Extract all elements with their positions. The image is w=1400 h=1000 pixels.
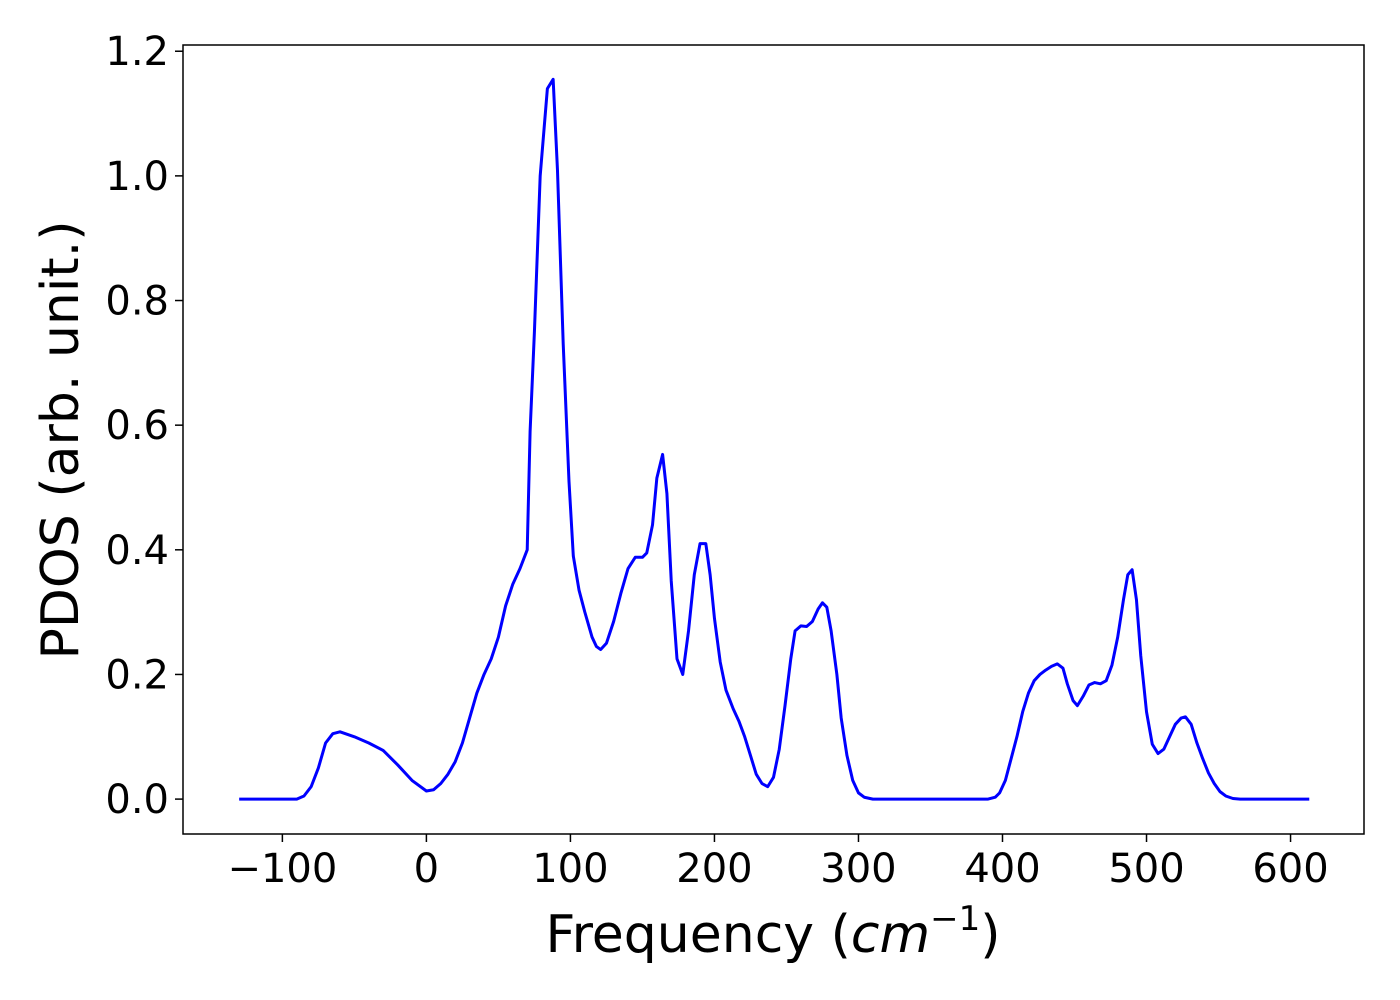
x-tick-label: 600 bbox=[1252, 846, 1328, 892]
x-tick-label: 400 bbox=[964, 846, 1040, 892]
x-axis-label: Frequency (cm−1) bbox=[545, 899, 1000, 965]
x-tick-label: −100 bbox=[227, 846, 337, 892]
x-tick-label: 100 bbox=[532, 846, 608, 892]
x-label-exponent: −1 bbox=[930, 899, 980, 939]
x-tick-label: 200 bbox=[676, 846, 752, 892]
x-label-unit: cm bbox=[851, 905, 930, 965]
y-tick-label: 1.0 bbox=[105, 154, 169, 200]
y-tick-label: 0.0 bbox=[105, 777, 169, 823]
plot-frame bbox=[182, 44, 1365, 835]
y-tick-label: 0.6 bbox=[105, 403, 169, 449]
x-label-suffix: ) bbox=[980, 905, 1000, 965]
y-tick-label: 1.2 bbox=[105, 29, 169, 75]
x-tick-label: 0 bbox=[414, 846, 439, 892]
data-line bbox=[239, 77, 1310, 801]
x-label-prefix: Frequency ( bbox=[545, 905, 850, 965]
y-tick-label: 0.4 bbox=[105, 528, 169, 574]
y-tick-label: 0.8 bbox=[105, 279, 169, 325]
y-axis-label: PDOS (arb. unit.) bbox=[31, 220, 91, 659]
x-tick-label: 300 bbox=[820, 846, 896, 892]
x-tick-label: 500 bbox=[1108, 846, 1184, 892]
y-tick-label: 0.2 bbox=[105, 652, 169, 698]
